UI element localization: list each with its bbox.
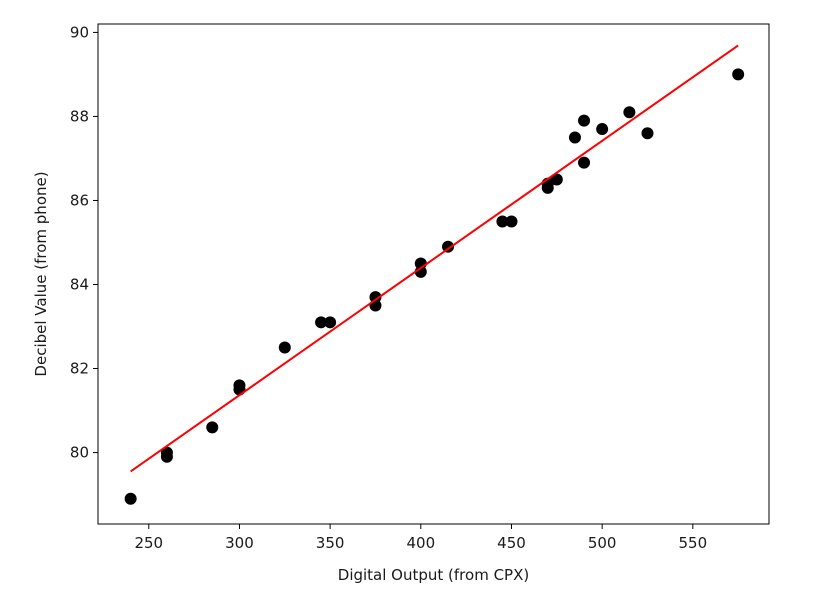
data-point: [578, 156, 591, 169]
data-point: [124, 492, 137, 505]
x-tick-label: 400: [406, 534, 435, 552]
data-point: [578, 114, 591, 127]
y-tick-label: 88: [70, 107, 89, 125]
y-tick-label: 82: [70, 360, 89, 378]
fit-line: [130, 44, 739, 473]
y-tick-label: 90: [70, 23, 89, 41]
x-tick-label: 300: [225, 534, 254, 552]
data-point: [315, 316, 328, 329]
data-point: [496, 215, 509, 228]
plot-frame: [97, 23, 770, 525]
data-point: [505, 215, 518, 228]
x-tick-label: 250: [134, 534, 163, 552]
y-axis-label: Decibel Value (from phone): [32, 171, 50, 376]
data-point: [596, 123, 609, 136]
data-point: [442, 240, 455, 253]
ticks-layer: 250 300 350 400 450 500 550 80 82 84 86 88 90: [70, 23, 707, 552]
data-point: [641, 127, 654, 140]
data-point: [732, 68, 745, 81]
data-point: [324, 316, 337, 329]
x-tick-label: 350: [316, 534, 345, 552]
data-point: [278, 341, 291, 354]
y-tick-label: 86: [70, 191, 89, 209]
y-tick-label: 84: [70, 276, 89, 294]
x-tick-label: 450: [497, 534, 526, 552]
data-layer: [124, 44, 745, 505]
plot-area: [98, 24, 769, 524]
data-point: [550, 173, 563, 186]
x-tick-label: 500: [588, 534, 617, 552]
x-axis-label: Digital Output (from CPX): [338, 566, 529, 584]
data-point: [206, 421, 219, 434]
data-point: [160, 446, 173, 459]
data-point: [568, 131, 581, 144]
y-tick-label: 80: [70, 444, 89, 462]
x-tick-label: 550: [679, 534, 708, 552]
data-point: [233, 379, 246, 392]
data-point: [623, 106, 636, 119]
data-point: [369, 291, 382, 304]
